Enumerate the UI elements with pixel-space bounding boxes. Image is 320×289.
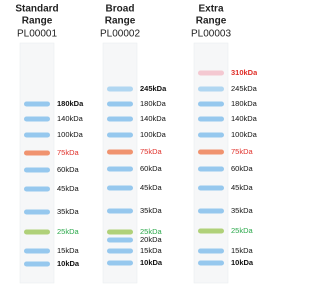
band-label: 75kDa <box>57 148 80 157</box>
ladder-title: Range <box>22 16 53 27</box>
band-label: 25kDa <box>57 227 80 236</box>
band-label: 100kDa <box>57 130 84 139</box>
band-label: 100kDa <box>140 130 167 139</box>
band <box>24 117 50 122</box>
ladder-title: Standard <box>15 4 58 15</box>
band <box>198 229 224 234</box>
band <box>24 151 50 156</box>
band <box>198 102 224 107</box>
band-label: 10kDa <box>57 259 80 268</box>
band <box>198 133 224 138</box>
band-label: 75kDa <box>140 147 163 156</box>
band <box>24 133 50 138</box>
band <box>198 186 224 191</box>
band-label: 15kDa <box>57 246 80 255</box>
band-label: 245kDa <box>140 84 167 93</box>
band-label: 45kDa <box>231 183 254 192</box>
band <box>107 186 133 191</box>
band <box>107 87 133 92</box>
band-label: 45kDa <box>140 183 163 192</box>
band-label: 35kDa <box>140 206 163 215</box>
band-label: 140kDa <box>140 114 167 123</box>
band-label: 245kDa <box>231 84 257 93</box>
band-label: 20kDa <box>140 235 163 244</box>
gel-lane <box>194 43 228 283</box>
band-label: 100kDa <box>231 130 257 139</box>
band <box>198 167 224 172</box>
band <box>24 210 50 215</box>
ladder-title: Range <box>105 16 136 27</box>
band <box>107 261 133 266</box>
ladder-title: Broad <box>106 4 135 15</box>
band <box>198 249 224 254</box>
band <box>107 238 133 243</box>
ladder-code: PL00002 <box>100 29 140 40</box>
band <box>107 209 133 214</box>
band <box>107 167 133 172</box>
band-label: 10kDa <box>231 258 254 267</box>
band-label: 75kDa <box>231 147 254 156</box>
band <box>198 209 224 214</box>
band <box>24 187 50 192</box>
band <box>107 133 133 138</box>
band-label: 15kDa <box>231 246 254 255</box>
band-label: 60kDa <box>140 164 163 173</box>
ladder-title: Extra <box>198 4 223 15</box>
band-label: 35kDa <box>57 207 80 216</box>
ladder-code: PL00003 <box>191 29 231 40</box>
band-label: 60kDa <box>231 164 254 173</box>
band-label: 180kDa <box>57 99 84 108</box>
band <box>24 262 50 267</box>
band <box>198 261 224 266</box>
band-label: 25kDa <box>231 226 254 235</box>
band-label: 10kDa <box>140 258 163 267</box>
band <box>198 71 224 76</box>
band <box>24 230 50 235</box>
band-label: 140kDa <box>57 114 84 123</box>
band <box>24 168 50 173</box>
band-label: 15kDa <box>140 246 163 255</box>
band <box>24 102 50 107</box>
band <box>198 150 224 155</box>
band <box>107 117 133 122</box>
band <box>198 117 224 122</box>
ladder-figure: StandardRangePL00001180kDa140kDa100kDa75… <box>0 0 257 289</box>
ladder-title: Range <box>196 16 227 27</box>
band-label: 140kDa <box>231 114 257 123</box>
band <box>107 102 133 107</box>
band-label: 35kDa <box>231 206 254 215</box>
band-label: 180kDa <box>231 99 257 108</box>
band-label: 180kDa <box>140 99 167 108</box>
band-label: 45kDa <box>57 184 80 193</box>
band <box>107 249 133 254</box>
band <box>107 230 133 235</box>
band-label: 60kDa <box>57 165 80 174</box>
gel-lane <box>20 43 54 283</box>
band <box>107 150 133 155</box>
band <box>198 87 224 92</box>
band-label: 310kDa <box>231 68 257 77</box>
gel-lane <box>103 43 137 283</box>
band <box>24 249 50 254</box>
ladder-code: PL00001 <box>17 29 57 40</box>
